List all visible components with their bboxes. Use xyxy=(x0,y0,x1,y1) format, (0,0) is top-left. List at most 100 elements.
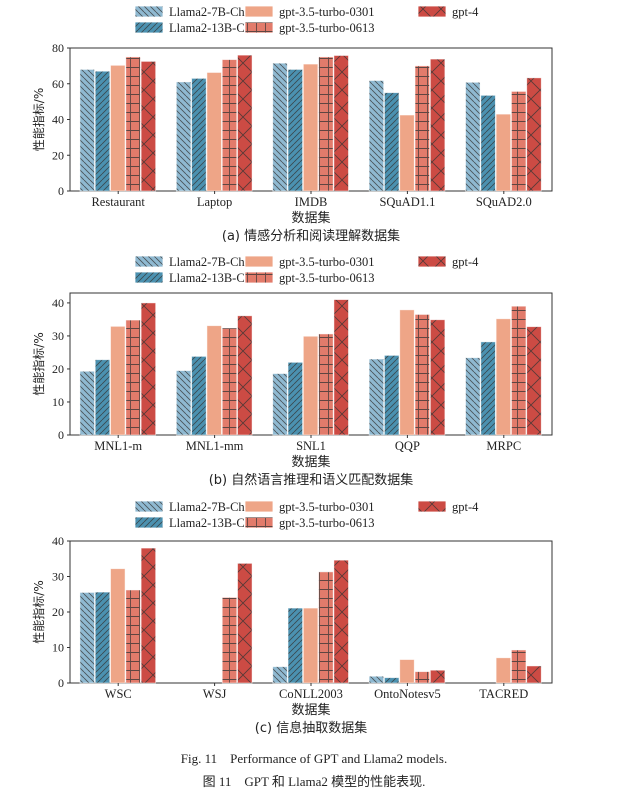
legend-swatch xyxy=(134,255,164,268)
x-tick-label: WSC xyxy=(105,687,132,701)
x-tick-label: CoNLL2003 xyxy=(279,687,343,701)
subfigure-caption: (c) 信息抽取数据集 xyxy=(255,720,367,736)
x-tick-label: OntoNotesv5 xyxy=(374,687,441,701)
chart-c: Llama2-7B-Chat Llama2-13B-Chat gpt-3.5-tur… xyxy=(31,500,553,736)
legend-item: gpt-3.5-turbo-0613 xyxy=(244,516,374,530)
bar-gpt-3.5-turbo-0613 xyxy=(125,589,141,684)
x-tick-label: MNL1-mm xyxy=(186,439,244,453)
legend-label: gpt-4 xyxy=(452,5,479,19)
legend-swatch xyxy=(134,21,164,34)
x-axis-label: 数据集 xyxy=(291,210,330,226)
bar-Llama2-13B-Chat xyxy=(287,361,303,436)
legend-label: Llama2-7B-Chat xyxy=(169,500,254,514)
legend-item: gpt-4 xyxy=(417,255,479,269)
y-tick-label: 0 xyxy=(58,428,64,442)
bar-gpt-3.5-turbo-0301 xyxy=(399,309,415,436)
x-tick-label: SNL1 xyxy=(296,439,326,453)
legend-item: gpt-3.5-turbo-0301 xyxy=(244,5,374,19)
bar-gpt-3.5-turbo-0301 xyxy=(399,659,415,684)
y-axis-label: 性能指标/% xyxy=(31,332,46,395)
bar-gpt-4 xyxy=(333,559,349,684)
bar-gpt-3.5-turbo-0301 xyxy=(399,114,415,192)
bar-Llama2-7B-Chat xyxy=(368,80,385,192)
bar-gpt-3.5-turbo-0301 xyxy=(302,63,319,192)
legend-label: gpt-3.5-turbo-0301 xyxy=(279,255,374,269)
bar-gpt-4 xyxy=(237,562,253,684)
bar-gpt-4 xyxy=(526,665,542,684)
bar-gpt-3.5-turbo-0301 xyxy=(495,318,512,436)
bar-Llama2-13B-Chat xyxy=(191,77,207,192)
legend-swatch xyxy=(244,5,274,18)
bar-Llama2-7B-Chat xyxy=(79,370,95,436)
bar-Llama2-13B-Chat xyxy=(384,92,400,192)
x-tick-label: MNL1-m xyxy=(94,439,142,453)
legend-swatch xyxy=(244,516,274,529)
bar-gpt-4 xyxy=(237,315,253,436)
x-tick-label: Restaurant xyxy=(91,195,145,209)
legend-label: gpt-4 xyxy=(452,500,479,514)
bar-Llama2-13B-Chat xyxy=(287,69,303,192)
chart-a: Llama2-7B-Chat Llama2-13B-Chat gpt-3.5-tur… xyxy=(31,5,553,244)
y-axis-label: 性能指标/% xyxy=(31,88,46,151)
x-tick-label: Laptop xyxy=(197,195,232,209)
legend-swatch xyxy=(244,255,274,268)
bar-gpt-3.5-turbo-0301 xyxy=(206,72,222,192)
legend-label: gpt-3.5-turbo-0613 xyxy=(279,516,374,530)
bar-gpt-3.5-turbo-0613 xyxy=(414,671,430,684)
bar-gpt-3.5-turbo-0301 xyxy=(206,325,222,436)
x-tick-label: MRPC xyxy=(486,439,521,453)
bar-gpt-3.5-turbo-0613 xyxy=(414,65,430,192)
bar-Llama2-7B-Chat xyxy=(272,62,288,192)
legend-label: gpt-3.5-turbo-0613 xyxy=(279,271,374,285)
legend-swatch xyxy=(417,5,447,18)
bar-gpt-3.5-turbo-0613 xyxy=(125,56,141,192)
x-tick-label: QQP xyxy=(395,439,420,453)
legend-item: gpt-3.5-turbo-0613 xyxy=(244,271,374,285)
legend-item: Llama2-7B-Chat xyxy=(134,500,254,514)
y-tick-label: 20 xyxy=(52,148,64,162)
x-axis-label: 数据集 xyxy=(291,454,330,470)
bar-gpt-4 xyxy=(429,58,446,192)
legend-label: Llama2-13B-Chat xyxy=(169,21,260,35)
legend-item: gpt-3.5-turbo-0301 xyxy=(244,255,374,269)
bar-gpt-3.5-turbo-0301 xyxy=(495,657,512,684)
bar-gpt-3.5-turbo-0613 xyxy=(511,91,527,192)
bar-gpt-3.5-turbo-0613 xyxy=(414,314,430,436)
y-tick-label: 60 xyxy=(52,77,64,91)
legend-swatch xyxy=(417,500,447,513)
bar-gpt-3.5-turbo-0613 xyxy=(318,56,334,192)
legend-swatch xyxy=(244,500,274,513)
legend-label: Llama2-13B-Chat xyxy=(169,516,260,530)
bar-gpt-3.5-turbo-0301 xyxy=(495,113,512,192)
legend-swatch xyxy=(244,21,274,34)
bar-Llama2-7B-Chat xyxy=(368,358,385,436)
legend-swatch xyxy=(134,271,164,284)
bar-Llama2-7B-Chat xyxy=(465,81,481,192)
bar-gpt-4 xyxy=(333,299,349,436)
bar-gpt-4 xyxy=(333,55,349,192)
bar-Llama2-13B-Chat xyxy=(384,355,400,436)
chart-b: Llama2-7B-Chat Llama2-13B-Chat gpt-3.5-tur… xyxy=(31,255,553,488)
bar-gpt-4 xyxy=(429,669,446,684)
subfigure-caption: (b) 自然语言推理和语义匹配数据集 xyxy=(209,472,414,488)
bar-Llama2-7B-Chat xyxy=(368,675,385,684)
bar-gpt-3.5-turbo-0613 xyxy=(511,305,527,436)
bar-gpt-4 xyxy=(429,319,446,436)
bar-Llama2-7B-Chat xyxy=(79,69,95,192)
y-tick-label: 10 xyxy=(52,395,64,409)
figure-caption-zh: 图 11 GPT 和 Llama2 模型的性能表现. xyxy=(203,774,426,789)
y-tick-label: 40 xyxy=(52,296,64,310)
legend-label: Llama2-7B-Chat xyxy=(169,255,254,269)
y-tick-label: 20 xyxy=(52,362,64,376)
bar-gpt-3.5-turbo-0613 xyxy=(221,597,238,684)
bar-Llama2-7B-Chat xyxy=(79,592,95,684)
bar-gpt-3.5-turbo-0613 xyxy=(511,649,527,684)
bar-Llama2-13B-Chat xyxy=(94,359,111,436)
legend-item: Llama2-7B-Chat xyxy=(134,255,254,269)
y-tick-label: 10 xyxy=(52,641,64,655)
legend-label: gpt-4 xyxy=(452,255,479,269)
bar-gpt-3.5-turbo-0613 xyxy=(318,571,334,684)
y-tick-label: 0 xyxy=(58,184,64,198)
legend-swatch xyxy=(244,271,274,284)
